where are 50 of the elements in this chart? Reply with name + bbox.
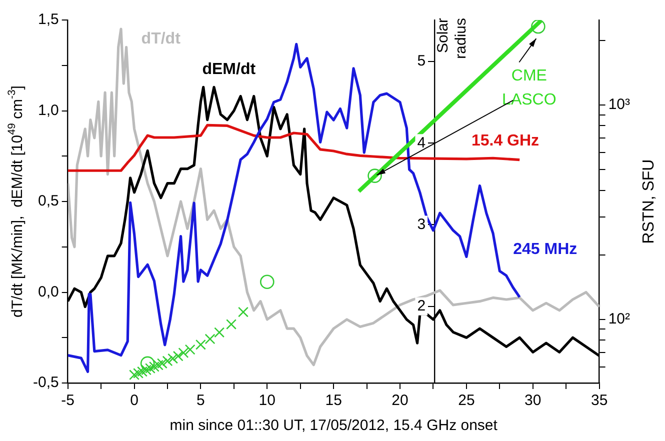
y-axis-title: dT/dt [MK/min], dEM/dt [1049 cm-3] (6, 86, 26, 318)
y3-tick-label: 2 (417, 297, 426, 314)
annotation: CME LASCO (502, 68, 556, 109)
series-label: dT/dt (141, 30, 182, 48)
x-tick-label: 0 (130, 392, 138, 410)
point (184, 344, 196, 355)
y-tick-label: 1,5 (38, 11, 59, 28)
point (238, 306, 248, 318)
point (140, 364, 152, 376)
point (162, 356, 173, 366)
point (226, 319, 237, 330)
point (129, 370, 140, 380)
y2-tick-label: 10² (608, 310, 630, 328)
series-label: 245 MHz (513, 240, 578, 258)
y-tick-label: 0,0 (38, 283, 59, 300)
point (152, 360, 164, 370)
x-tick-label: 25 (458, 392, 475, 410)
y2-tick-label: 10³ (608, 96, 630, 114)
series-label: 15.4 GHz (471, 132, 540, 150)
y-tick-label: 0,5 (38, 192, 59, 210)
point (368, 168, 382, 183)
y-tick-label: -0,5 (32, 374, 59, 392)
x-tick-label: 15 (325, 392, 342, 410)
point (260, 274, 274, 289)
x-tick-label: -5 (61, 392, 75, 410)
series-label: dEM/dt (202, 60, 256, 78)
y3-tick-label: 4 (417, 134, 426, 152)
x-tick-label: 35 (590, 392, 608, 410)
point (133, 368, 144, 378)
point (140, 356, 155, 371)
point (214, 327, 225, 338)
x-tick-label: 10 (258, 392, 276, 410)
y3-tick-label: 3 (417, 216, 426, 233)
y3-tick-label: 5 (417, 52, 426, 70)
point (168, 353, 178, 364)
y2-axis-title: RSTN, SFU (640, 159, 658, 244)
point (204, 334, 216, 344)
x-tick-label: 20 (392, 392, 408, 410)
y3-axis-title: Solar radius (434, 18, 470, 59)
point (531, 20, 546, 34)
x-axis-title: min since 01::30 UT, 17/05/2012, 15.4 GHz onset (170, 417, 498, 434)
point (137, 366, 148, 377)
point (148, 361, 160, 372)
x-tick-label: 5 (196, 392, 205, 410)
point (178, 348, 189, 358)
point (195, 339, 206, 350)
point (156, 358, 168, 369)
x-tick-label: 30 (524, 392, 542, 410)
point (172, 350, 184, 362)
y-tick-label: 1,0 (38, 102, 59, 119)
